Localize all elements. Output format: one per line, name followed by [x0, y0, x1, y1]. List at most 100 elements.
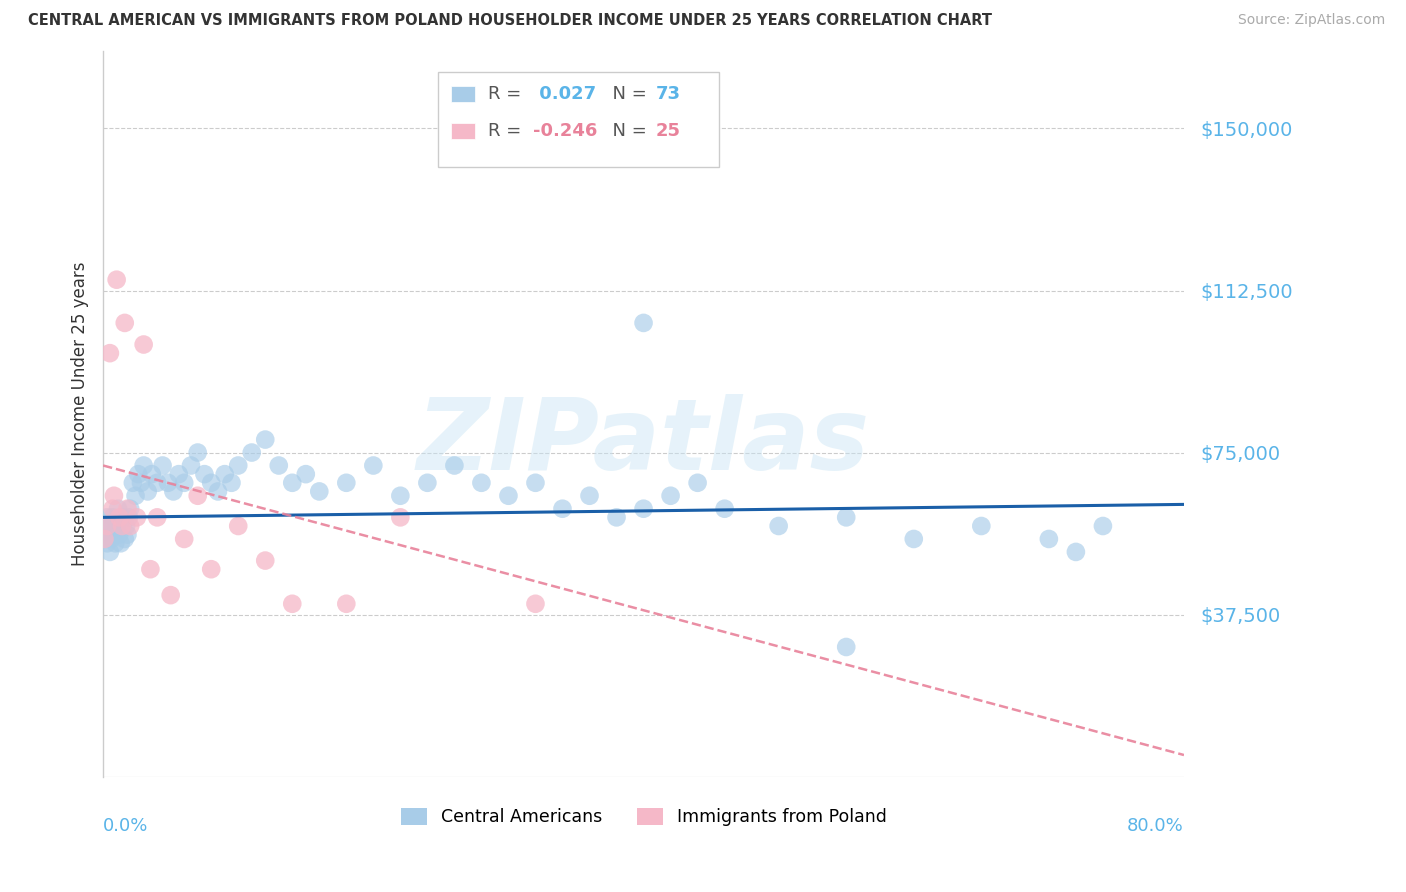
Text: R =: R =: [488, 121, 527, 139]
Point: [97, 527, 120, 541]
Point: [835, 640, 858, 654]
Text: N =: N =: [602, 86, 652, 103]
Point: [105, 519, 128, 533]
Point: [221, 475, 243, 490]
Point: [108, 510, 131, 524]
Point: [125, 510, 148, 524]
Point: [835, 510, 858, 524]
Text: -0.246: -0.246: [533, 121, 598, 139]
Text: 0.027: 0.027: [533, 86, 596, 103]
Point: [281, 475, 304, 490]
Point: [120, 519, 142, 533]
Point: [443, 458, 465, 473]
Text: 0.0%: 0.0%: [103, 816, 149, 835]
Point: [970, 519, 993, 533]
Point: [281, 597, 304, 611]
Point: [363, 458, 385, 473]
Point: [1064, 545, 1087, 559]
Point: [136, 484, 159, 499]
Point: [389, 510, 412, 524]
Point: [118, 510, 141, 524]
Point: [578, 489, 600, 503]
Point: [108, 527, 131, 541]
Point: [101, 510, 124, 524]
Point: [768, 519, 790, 533]
Point: [101, 501, 124, 516]
Point: [240, 445, 263, 459]
Point: [111, 519, 134, 533]
Point: [606, 510, 628, 524]
Point: [132, 458, 155, 473]
Point: [335, 475, 357, 490]
Point: [193, 467, 215, 482]
Point: [389, 489, 412, 503]
Point: [207, 484, 229, 499]
Point: [713, 501, 735, 516]
Point: [903, 532, 925, 546]
Point: [120, 501, 142, 516]
Point: [107, 501, 129, 516]
Point: [100, 532, 122, 546]
Point: [132, 337, 155, 351]
Point: [103, 489, 125, 503]
Point: [114, 316, 136, 330]
Point: [111, 519, 134, 533]
Point: [173, 475, 195, 490]
Point: [96, 536, 118, 550]
Point: [159, 588, 181, 602]
Point: [1091, 519, 1114, 533]
Point: [173, 532, 195, 546]
Point: [524, 475, 547, 490]
Point: [308, 484, 330, 499]
Point: [200, 475, 222, 490]
Text: ZIPatlas: ZIPatlas: [418, 394, 870, 491]
Point: [110, 536, 132, 550]
Text: 73: 73: [655, 86, 681, 103]
Point: [267, 458, 290, 473]
Point: [498, 489, 520, 503]
Y-axis label: Householder Income Under 25 years: Householder Income Under 25 years: [72, 261, 89, 566]
Point: [156, 475, 179, 490]
Point: [96, 519, 118, 533]
Point: [1038, 532, 1060, 546]
Point: [94, 519, 117, 533]
Point: [129, 475, 152, 490]
Point: [115, 519, 138, 533]
Point: [141, 467, 163, 482]
Point: [117, 527, 139, 541]
Point: [167, 467, 190, 482]
Point: [127, 467, 149, 482]
Point: [470, 475, 492, 490]
Bar: [451, 122, 475, 138]
Point: [124, 489, 146, 503]
Text: N =: N =: [602, 121, 652, 139]
Point: [96, 510, 118, 524]
Point: [254, 553, 277, 567]
Point: [114, 532, 136, 546]
Point: [98, 545, 121, 559]
Point: [214, 467, 236, 482]
Point: [152, 458, 174, 473]
Point: [254, 433, 277, 447]
Point: [187, 445, 209, 459]
Text: Source: ZipAtlas.com: Source: ZipAtlas.com: [1237, 13, 1385, 28]
Point: [551, 501, 574, 516]
Point: [93, 532, 115, 546]
Point: [226, 519, 249, 533]
Point: [187, 489, 209, 503]
Bar: [451, 87, 475, 103]
Point: [162, 484, 184, 499]
FancyBboxPatch shape: [439, 72, 720, 167]
Text: CENTRAL AMERICAN VS IMMIGRANTS FROM POLAND HOUSEHOLDER INCOME UNDER 25 YEARS COR: CENTRAL AMERICAN VS IMMIGRANTS FROM POLA…: [28, 13, 993, 29]
Point: [226, 458, 249, 473]
Point: [416, 475, 439, 490]
Point: [117, 501, 139, 516]
Point: [93, 532, 115, 546]
Point: [633, 316, 655, 330]
Point: [180, 458, 202, 473]
Text: 80.0%: 80.0%: [1128, 816, 1184, 835]
Point: [112, 510, 135, 524]
Point: [103, 527, 125, 541]
Point: [105, 273, 128, 287]
Point: [121, 475, 143, 490]
